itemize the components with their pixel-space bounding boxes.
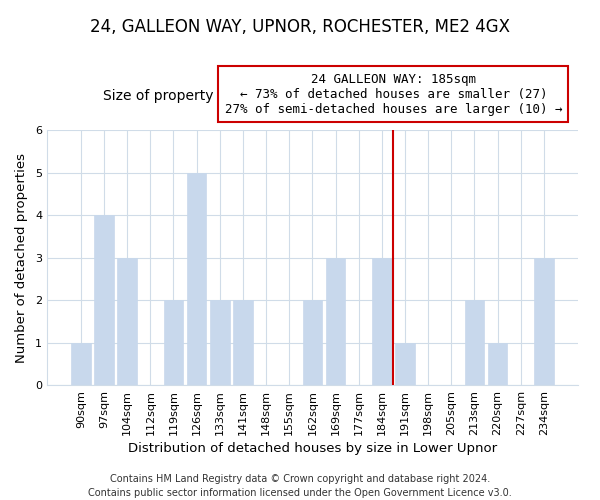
- Bar: [94, 216, 114, 385]
- Text: 24 GALLEON WAY: 185sqm
← 73% of detached houses are smaller (27)
27% of semi-det: 24 GALLEON WAY: 185sqm ← 73% of detached…: [224, 72, 562, 116]
- Bar: [233, 300, 253, 385]
- Bar: [187, 173, 206, 385]
- Y-axis label: Number of detached properties: Number of detached properties: [15, 153, 28, 363]
- Bar: [372, 258, 392, 385]
- Bar: [302, 300, 322, 385]
- X-axis label: Distribution of detached houses by size in Lower Upnor: Distribution of detached houses by size …: [128, 442, 497, 455]
- Bar: [326, 258, 346, 385]
- Bar: [71, 342, 91, 385]
- Bar: [164, 300, 184, 385]
- Text: 24, GALLEON WAY, UPNOR, ROCHESTER, ME2 4GX: 24, GALLEON WAY, UPNOR, ROCHESTER, ME2 4…: [90, 18, 510, 36]
- Bar: [210, 300, 230, 385]
- Text: Contains HM Land Registry data © Crown copyright and database right 2024.
Contai: Contains HM Land Registry data © Crown c…: [88, 474, 512, 498]
- Bar: [534, 258, 554, 385]
- Bar: [464, 300, 484, 385]
- Bar: [488, 342, 508, 385]
- Bar: [395, 342, 415, 385]
- Title: Size of property relative to detached houses in Lower Upnor: Size of property relative to detached ho…: [103, 89, 521, 103]
- Bar: [118, 258, 137, 385]
